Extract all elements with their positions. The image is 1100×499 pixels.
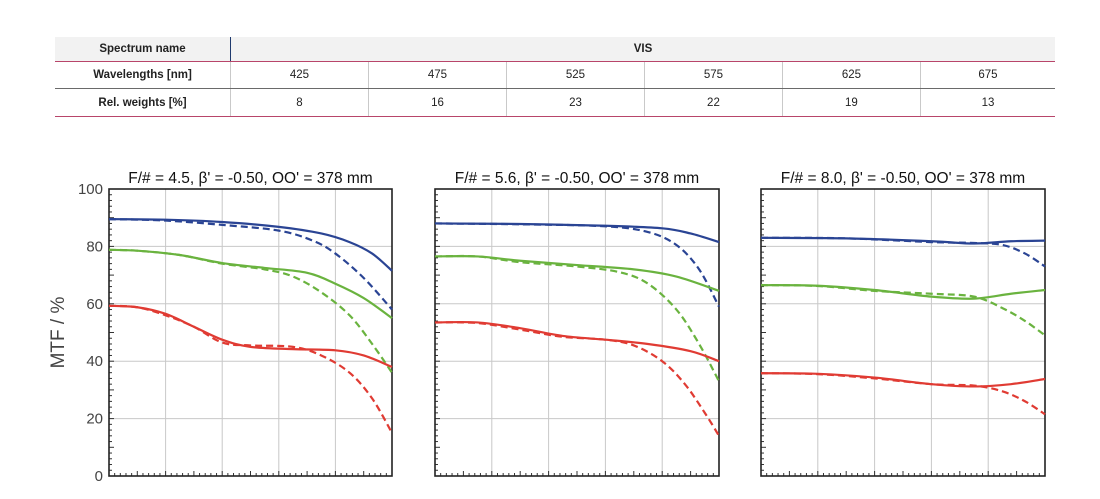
plot-frame xyxy=(108,188,393,477)
y-tick-label: 80 xyxy=(86,238,103,255)
chart-title: F/# = 5.6, β' = -0.50, OO' = 378 mm xyxy=(455,170,699,187)
chart-title: F/# = 8.0, β' = -0.50, OO' = 378 mm xyxy=(781,170,1025,187)
y-tick-label: 20 xyxy=(86,411,103,428)
weight-cell: 16 xyxy=(367,88,507,117)
mtf-series-line xyxy=(434,254,720,382)
spectrum-name-value: VIS xyxy=(230,37,1055,62)
wavelengths-label: Wavelengths [nm] xyxy=(55,61,231,89)
y-tick-label: 0 xyxy=(95,468,103,485)
wavelength-cell: 625 xyxy=(781,61,921,89)
weight-cell: 8 xyxy=(230,88,369,117)
rel-weights-label: Rel. weights [%] xyxy=(55,88,231,117)
y-tick-label: 100 xyxy=(78,181,103,198)
wavelengths-row: Wavelengths [nm] 425 475 525 575 625 675 xyxy=(55,61,1055,89)
weight-cell: 23 xyxy=(505,88,645,117)
mtf-series-line xyxy=(108,218,393,272)
mtf-series-line xyxy=(434,320,720,363)
chart-title: F/# = 4.5, β' = -0.50, OO' = 378 mm xyxy=(128,170,372,187)
wavelength-cell: 675 xyxy=(919,61,1055,89)
mtf-series-line xyxy=(434,255,720,292)
mtf-series-line xyxy=(434,222,720,244)
wavelength-cell: 475 xyxy=(367,61,507,89)
rel-weights-row: Rel. weights [%] 8 16 23 22 19 13 xyxy=(55,88,1055,117)
spectrum-name-row: Spectrum name VIS xyxy=(55,37,1055,62)
weight-cell: 13 xyxy=(919,88,1055,117)
wavelength-cell: 575 xyxy=(643,61,783,89)
mtf-series-line xyxy=(760,284,1046,300)
wavelength-cell: 525 xyxy=(505,61,645,89)
wavelength-cell: 425 xyxy=(230,61,369,89)
mtf-series-line xyxy=(108,218,393,311)
mtf-series-line xyxy=(108,248,393,320)
spectrum-name-label: Spectrum name xyxy=(55,37,231,62)
mtf-series-line xyxy=(760,236,1046,268)
weight-cell: 22 xyxy=(643,88,783,117)
plot-frame xyxy=(434,188,720,477)
weight-cell: 19 xyxy=(781,88,921,117)
mtf-series-line xyxy=(760,372,1046,416)
y-tick-label: 40 xyxy=(86,353,103,370)
mtf-series-line xyxy=(760,284,1046,337)
y-tick-label: 60 xyxy=(86,296,103,313)
mtf-series-line xyxy=(108,248,393,374)
plot-frame xyxy=(760,188,1046,477)
mtf-series-line xyxy=(760,236,1046,245)
mtf-series-line xyxy=(434,222,720,308)
y-axis-label: MTF / % xyxy=(48,297,69,369)
mtf-series-line xyxy=(760,372,1046,388)
spectrum-table: Spectrum name VIS Wavelengths [nm] 425 4… xyxy=(55,37,1055,117)
mtf-series-line xyxy=(108,304,393,434)
